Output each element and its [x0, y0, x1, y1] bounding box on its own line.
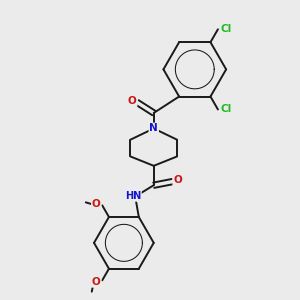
Text: Cl: Cl	[221, 104, 232, 115]
Text: O: O	[128, 96, 136, 106]
Text: O: O	[92, 199, 100, 209]
Text: O: O	[92, 277, 100, 287]
Text: O: O	[173, 176, 182, 185]
Text: HN: HN	[125, 191, 141, 201]
Text: N: N	[149, 124, 158, 134]
Text: Cl: Cl	[221, 24, 232, 34]
